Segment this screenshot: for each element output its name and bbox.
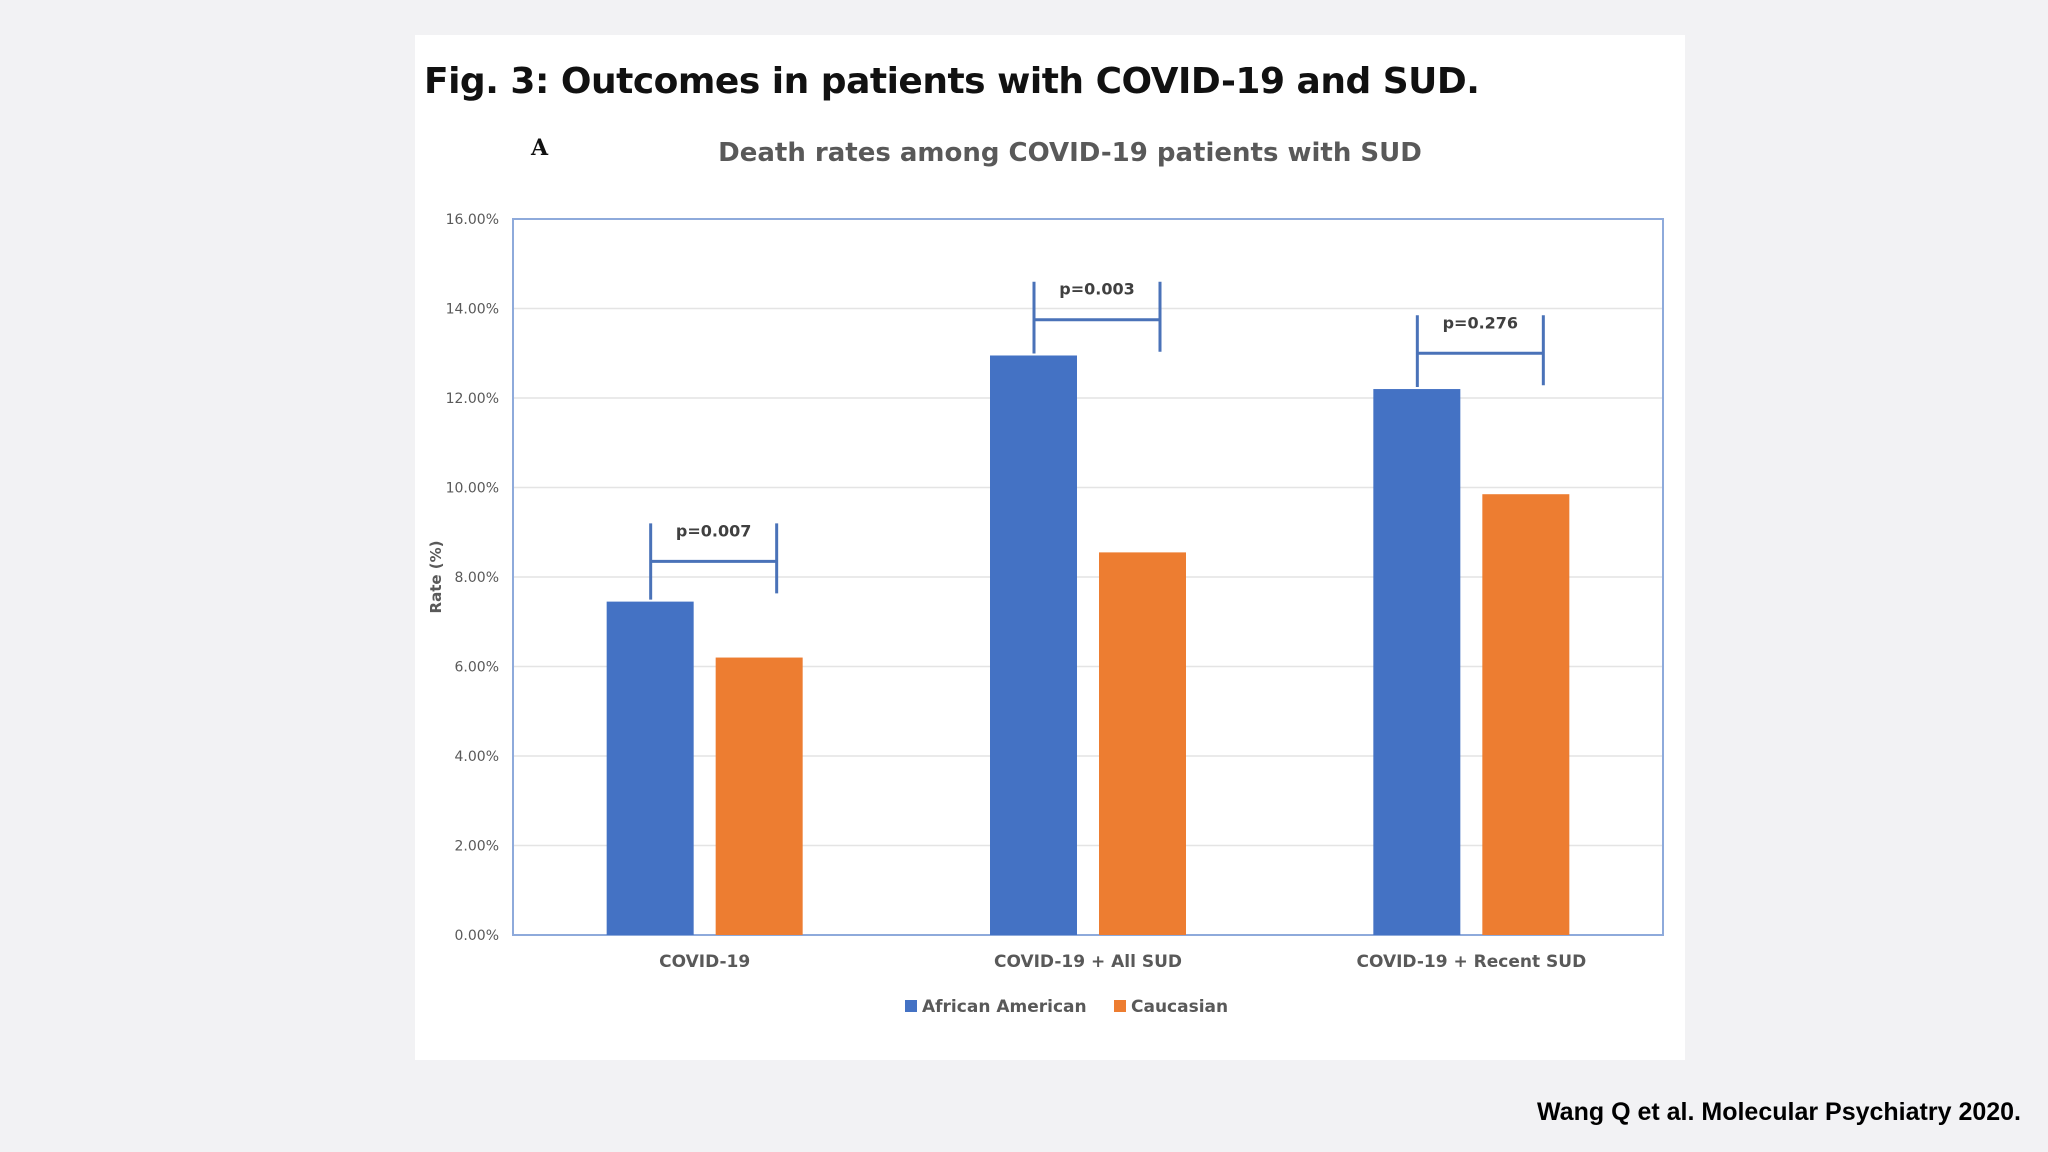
y-tick-label: 0.00% [455, 928, 499, 944]
chart-title: Death rates among COVID-19 patients with… [718, 138, 1422, 168]
bar-caucasian-2 [1482, 494, 1570, 935]
bar-caucasian-1 [1099, 552, 1186, 935]
plot-area-border [512, 218, 1664, 936]
panel-label: A [531, 135, 549, 161]
legend-swatch-1 [1114, 1000, 1126, 1012]
p-value-label: p=0.003 [1059, 280, 1134, 299]
y-tick-label: 16.00% [446, 212, 499, 228]
y-tick-label: 6.00% [455, 660, 499, 676]
x-tick-label: COVID-19 [659, 952, 750, 972]
p-value-label: p=0.007 [676, 521, 751, 540]
legend-swatch-0 [905, 1000, 917, 1012]
bar-african-american-2 [1373, 389, 1461, 935]
legend-label: African American [922, 997, 1087, 1017]
y-tick-label: 14.00% [446, 302, 499, 318]
x-tick-label: COVID-19 + Recent SUD [1356, 952, 1586, 972]
y-tick-label: 10.00% [446, 481, 499, 497]
y-tick-label: 12.00% [446, 391, 499, 407]
bar-african-american-1 [990, 355, 1077, 935]
legend-label: Caucasian [1131, 997, 1228, 1017]
x-tick-label: COVID-19 + All SUD [994, 952, 1182, 972]
bar-chart: 0.00% 2.00% 4.00% 6.00% 8.00% 10.00% 12.00% 14.… [427, 212, 1664, 1017]
y-axis-label: Rate (%) [427, 541, 445, 614]
figure-title: Fig. 3: Outcomes in patients with COVID-… [424, 61, 1480, 102]
bar-caucasian-0 [715, 657, 803, 935]
y-tick-label: 8.00% [455, 570, 499, 586]
y-tick-label: 2.00% [455, 839, 499, 855]
p-value-label: p=0.276 [1443, 313, 1518, 332]
bar-african-american-0 [606, 601, 694, 935]
figure-panel: Fig. 3: Outcomes in patients with COVID-… [415, 35, 1685, 1060]
y-tick-label: 4.00% [455, 749, 499, 765]
citation: Wang Q et al. Molecular Psychiatry 2020. [1537, 1098, 2021, 1126]
